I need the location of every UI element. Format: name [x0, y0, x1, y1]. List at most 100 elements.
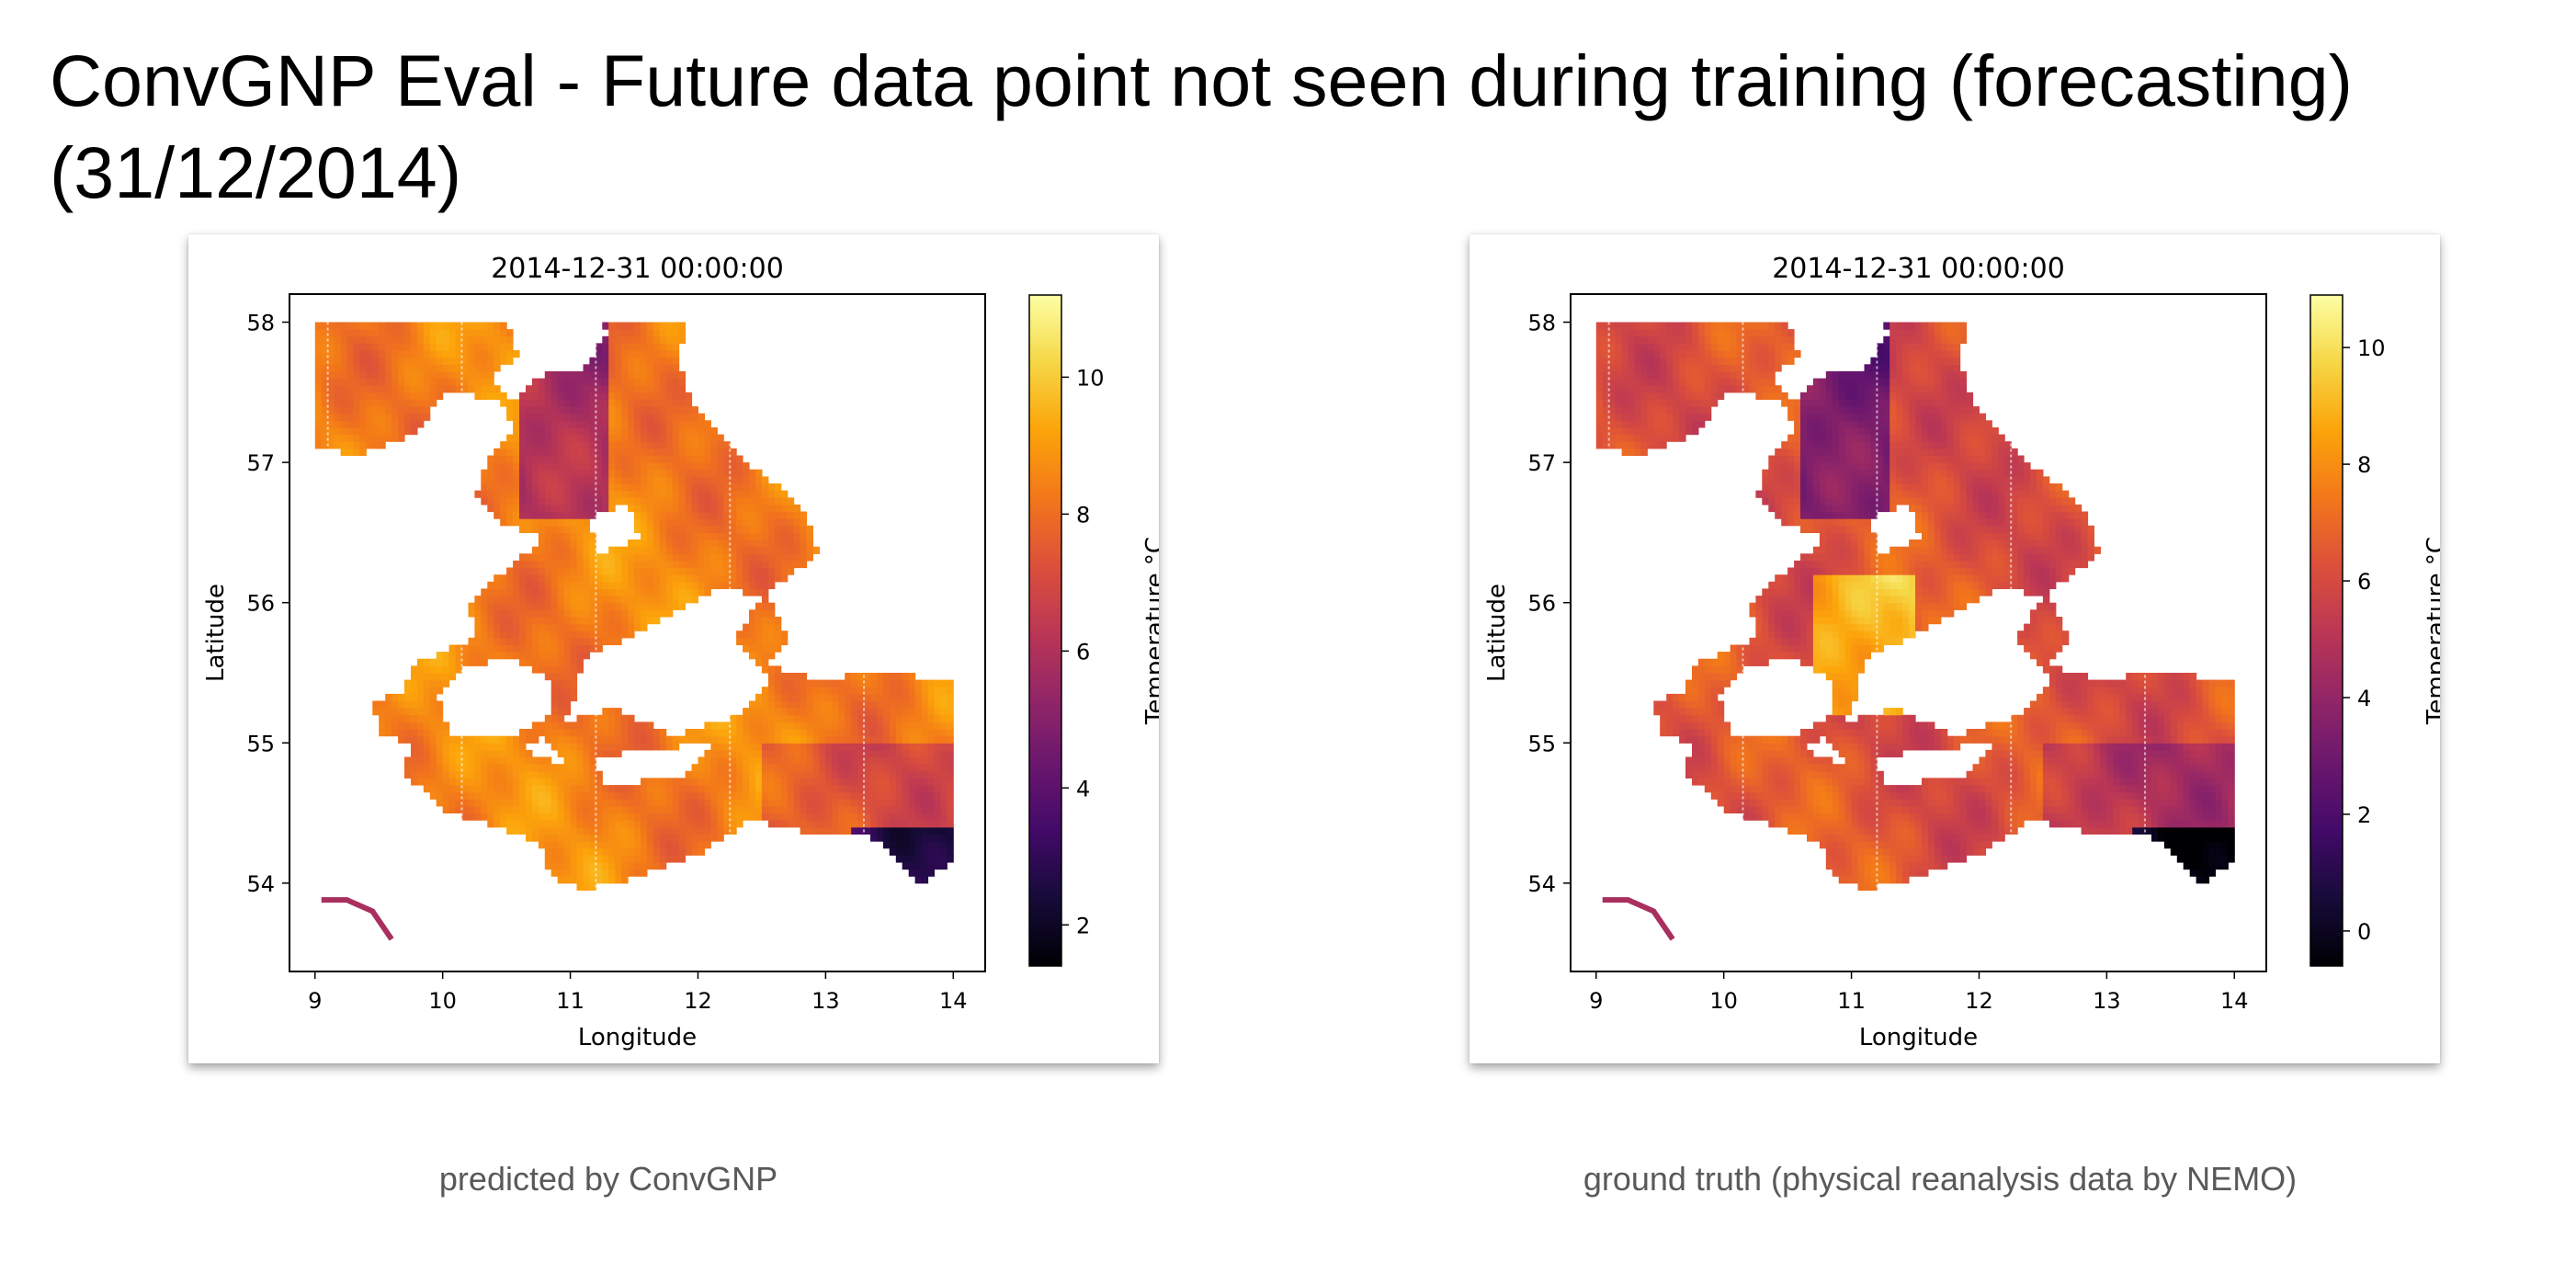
sea-cell	[780, 749, 789, 758]
sea-cell	[761, 658, 769, 666]
sea-cell	[1602, 392, 1610, 400]
sea-cell	[672, 434, 680, 442]
sea-cell	[717, 756, 724, 765]
sea-cell	[825, 743, 833, 751]
sea-cell	[1628, 322, 1635, 330]
sea-cell	[1608, 370, 1617, 380]
sea-cell	[544, 455, 552, 463]
sea-cell	[1800, 805, 1808, 814]
sea-cell	[621, 596, 629, 604]
sea-cell	[665, 370, 674, 380]
sea-cell	[557, 764, 565, 772]
sea-cell	[1775, 812, 1782, 821]
sea-cell	[1653, 441, 1661, 449]
sea-cell	[513, 406, 520, 415]
sea-cell	[621, 413, 629, 421]
sea-cell	[767, 743, 776, 751]
sea-cell	[685, 462, 693, 471]
sea-cell	[1640, 413, 1648, 421]
sea-cell	[1812, 469, 1821, 477]
sea-cell	[749, 581, 756, 589]
sea-cell	[423, 364, 431, 372]
sea-cell	[646, 826, 654, 835]
sea-cell	[1692, 378, 1699, 386]
sea-cell	[691, 455, 698, 463]
sea-cell	[698, 847, 705, 856]
sea-cell	[563, 673, 572, 681]
sea-cell	[1666, 392, 1674, 400]
sea-cell	[1825, 834, 1833, 842]
sea-cell	[710, 434, 718, 442]
sea-cell	[519, 448, 527, 456]
sea-cell	[538, 630, 546, 639]
sea-cell	[583, 820, 590, 828]
sea-cell	[557, 700, 565, 709]
sea-cell	[717, 826, 724, 835]
sea-cell	[404, 329, 412, 337]
sea-cell	[1717, 679, 1725, 687]
sea-cell	[513, 785, 520, 793]
sea-cell	[494, 350, 501, 358]
sea-cell	[767, 721, 776, 730]
sea-cell	[557, 567, 565, 575]
sea-cell	[672, 357, 680, 365]
sea-cell	[793, 764, 801, 772]
sea-cell	[665, 525, 674, 533]
sea-cell	[1679, 350, 1686, 358]
sea-cell	[1723, 378, 1731, 386]
sea-cell	[1621, 322, 1629, 330]
sea-cell	[1755, 596, 1763, 604]
sea-cell	[589, 764, 596, 772]
sea-cell	[895, 721, 903, 730]
sea-cell	[1685, 350, 1693, 358]
sea-cell	[653, 729, 661, 737]
sea-cell	[526, 525, 533, 533]
sea-cell	[359, 350, 367, 358]
sea-cell	[743, 637, 750, 645]
sea-cell	[717, 721, 724, 730]
sea-cell	[481, 588, 488, 596]
sea-cell	[1704, 749, 1712, 758]
sea-cell	[1787, 588, 1795, 596]
sea-cell	[641, 721, 648, 730]
sea-cell	[1666, 427, 1674, 436]
sea-cell	[1800, 729, 1808, 737]
sea-cell	[321, 427, 329, 436]
sea-cell	[800, 791, 808, 800]
sea-cell	[570, 406, 578, 415]
sea-cell	[1736, 378, 1744, 386]
sea-cell	[665, 847, 674, 856]
sea-cell	[1794, 413, 1801, 421]
sea-cell	[519, 778, 527, 786]
sea-cell	[672, 497, 680, 506]
sea-cell	[448, 805, 457, 814]
sea-cell	[1621, 420, 1629, 428]
sea-cell	[685, 560, 693, 569]
sea-cell	[1825, 805, 1833, 814]
sea-cell	[570, 385, 578, 393]
sea-cell	[550, 385, 559, 393]
sea-cell	[1710, 399, 1719, 407]
sea-cell	[1692, 721, 1699, 730]
sea-cell	[902, 847, 910, 856]
sea-cell	[500, 476, 507, 484]
sea-cell	[538, 799, 546, 807]
sea-cell	[1615, 392, 1623, 400]
sea-cell	[895, 700, 903, 709]
sea-cell	[743, 778, 750, 786]
sea-cell	[1717, 385, 1725, 393]
sea-cell	[698, 441, 705, 449]
sea-cell	[787, 756, 795, 765]
sea-cell	[908, 673, 916, 681]
sea-cell	[1595, 364, 1604, 372]
sea-cell	[429, 708, 437, 716]
sea-cell	[767, 735, 776, 744]
sea-cell	[1673, 399, 1680, 407]
sea-cell	[914, 812, 923, 821]
sea-cell	[672, 735, 680, 744]
sea-cell	[621, 420, 629, 428]
sea-cell	[538, 637, 546, 645]
sea-cell	[787, 770, 795, 778]
sea-cell	[621, 378, 629, 386]
sea-cell	[1768, 329, 1776, 337]
